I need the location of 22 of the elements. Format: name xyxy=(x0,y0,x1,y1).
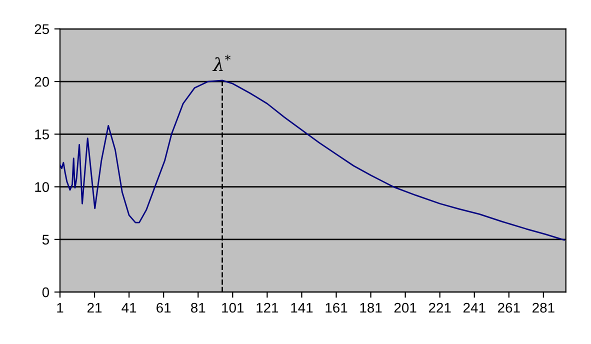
x-tick-label: 61 xyxy=(156,302,171,313)
y-tick-label: 20 xyxy=(34,76,50,87)
y-tick-label: 0 xyxy=(42,287,50,298)
ref-line-label: λ$^{*}$ xyxy=(212,54,231,72)
y-tick-label: 15 xyxy=(35,130,49,140)
x-tick-label: 1 xyxy=(57,302,64,313)
x-tick-label: 21 xyxy=(87,302,102,313)
x-tick-label: 221 xyxy=(428,302,451,313)
x-tick-label: 261 xyxy=(498,302,520,313)
x-tick-label: 181 xyxy=(360,302,382,313)
x-tick-label: 101 xyxy=(222,302,244,313)
x-tick-label: 241 xyxy=(463,302,486,313)
x-tick-label: 141 xyxy=(291,302,313,313)
x-tick-label: 81 xyxy=(190,302,206,313)
y-tick-label: 5 xyxy=(42,234,49,245)
y-tick-label: 10 xyxy=(35,182,50,192)
x-tick-label: 281 xyxy=(532,302,554,313)
x-tick-label: 161 xyxy=(326,302,348,313)
x-tick-label: 201 xyxy=(394,302,416,313)
x-tick-label: 121 xyxy=(256,302,278,313)
x-tick-label: 41 xyxy=(122,302,136,313)
y-tick-label: 25 xyxy=(34,24,49,34)
